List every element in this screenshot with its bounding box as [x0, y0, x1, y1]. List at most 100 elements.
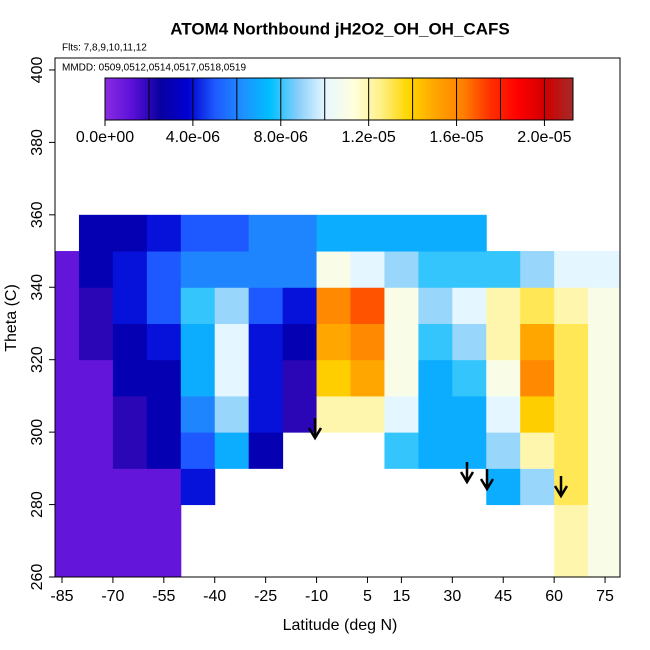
cell [180, 214, 216, 252]
cell [486, 251, 521, 288]
cell [384, 395, 419, 433]
cell [452, 323, 487, 361]
cell [588, 468, 620, 506]
cell [520, 359, 555, 397]
y-tick-label: 380 [29, 129, 46, 156]
cell [78, 540, 114, 577]
cell [418, 323, 453, 361]
cell [486, 359, 521, 397]
cell [146, 251, 182, 288]
cell [55, 468, 80, 506]
cell [486, 323, 521, 361]
x-tick-label: 75 [596, 588, 614, 605]
cell [588, 359, 620, 397]
cell [350, 395, 385, 433]
cell [316, 323, 351, 361]
cell [520, 251, 555, 288]
cell [316, 287, 351, 324]
cell [112, 359, 148, 397]
cell [214, 432, 250, 469]
cell [248, 287, 284, 324]
cell [112, 395, 148, 433]
x-tick-label: -25 [254, 588, 277, 605]
cell [350, 214, 385, 252]
cell [248, 214, 284, 252]
cell [588, 251, 620, 288]
cell [55, 323, 80, 361]
cell [452, 251, 487, 288]
cell [180, 432, 216, 469]
x-tick-label: -40 [203, 588, 226, 605]
x-tick-label: 15 [393, 588, 411, 605]
chart-title: ATOM4 Northbound jH2O2_OH_OH_CAFS [170, 19, 509, 38]
cell [112, 251, 148, 288]
cell [554, 287, 589, 324]
cell [554, 432, 589, 469]
cell [554, 323, 589, 361]
cell [486, 468, 521, 506]
cell [384, 287, 419, 324]
cell [214, 287, 250, 324]
colorbar-tick-label: 0.0e+00 [76, 129, 134, 146]
cell [554, 468, 589, 506]
cell [282, 359, 318, 397]
cell [214, 323, 250, 361]
arrow [307, 418, 323, 441]
cell [452, 359, 487, 397]
colorbar-tick-label: 8.0e-06 [254, 129, 308, 146]
cell [588, 504, 620, 542]
cell [350, 287, 385, 324]
cell [486, 395, 521, 433]
cell [316, 214, 351, 252]
arrows [307, 418, 569, 499]
cell [384, 251, 419, 288]
cell [282, 395, 318, 433]
cell [248, 359, 284, 397]
cell [78, 287, 114, 324]
cell [282, 287, 318, 324]
cell [78, 251, 114, 288]
cell [418, 395, 453, 433]
cell [554, 359, 589, 397]
cell [78, 504, 114, 542]
cell [112, 468, 148, 506]
cell [146, 504, 182, 542]
cell [55, 359, 80, 397]
cell [350, 251, 385, 288]
cell [520, 287, 555, 324]
x-tick-label: 5 [363, 588, 372, 605]
cell [78, 468, 114, 506]
cell [180, 359, 216, 397]
cell [248, 395, 284, 433]
colorbar-tick-label: 2.0e-05 [517, 129, 571, 146]
x-tick-label: -10 [305, 588, 328, 605]
y-tick-label: 300 [29, 419, 46, 446]
cell [384, 359, 419, 397]
cell [588, 432, 620, 469]
cell [418, 214, 453, 252]
cell [180, 468, 216, 506]
cell [248, 251, 284, 288]
cell [520, 323, 555, 361]
cell [384, 432, 419, 469]
x-tick-label: -85 [50, 588, 73, 605]
cell [588, 540, 620, 577]
cell [486, 287, 521, 324]
cell [146, 395, 182, 433]
cell [78, 432, 114, 469]
cell [112, 287, 148, 324]
cell [214, 359, 250, 397]
y-tick-label: 260 [29, 564, 46, 591]
cell [146, 323, 182, 361]
cell [146, 432, 182, 469]
heatmap [55, 214, 620, 577]
x-axis-title: Latitude (deg N) [283, 617, 398, 634]
cell [282, 214, 318, 252]
cell [520, 395, 555, 433]
cell [55, 504, 80, 542]
colorbar-tick-label: 4.0e-06 [166, 129, 220, 146]
cell [180, 323, 216, 361]
cell [248, 432, 284, 469]
x-tick-label: 60 [545, 588, 563, 605]
